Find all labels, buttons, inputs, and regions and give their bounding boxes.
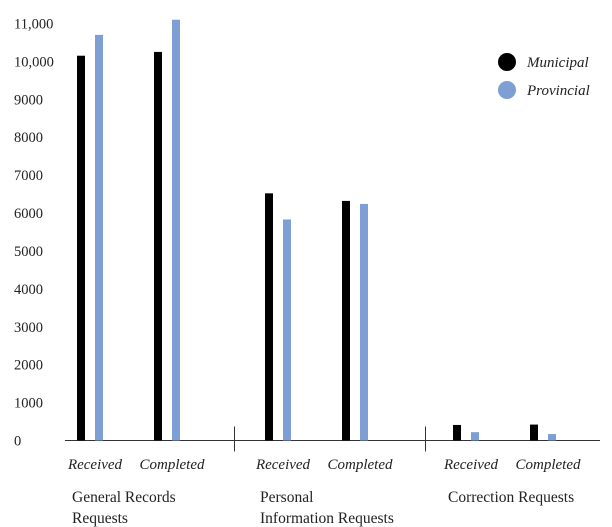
x-category-label: Completed: [516, 457, 581, 473]
legend-swatch-municipal: [498, 53, 516, 71]
bar-provincial-1: [95, 34, 103, 441]
legend-label-municipal: Municipal: [526, 55, 589, 71]
x-group-label: Personal: [260, 489, 313, 506]
y-tick-label: 2000: [14, 358, 43, 374]
x-category-label: Completed: [140, 457, 205, 473]
legend-label-provincial: Provincial: [526, 83, 590, 99]
chart-axes: [65, 426, 600, 452]
bar-municipal-3: [265, 193, 273, 441]
x-category-label: Received: [255, 457, 311, 473]
x-group-label: General Records: [72, 489, 176, 506]
bar-municipal-5: [453, 424, 461, 441]
y-tick-label: 1000: [14, 396, 43, 412]
y-tick-label: 4000: [14, 282, 43, 298]
chart-bars: [77, 19, 556, 441]
bar-municipal-1: [77, 55, 85, 441]
x-axis-labels: Received Completed General Records Requests…: [67, 457, 581, 527]
legend-swatch-provincial: [498, 81, 516, 99]
x-group-label: Correction Requests: [448, 489, 574, 506]
x-group-label: Requests: [72, 510, 128, 527]
y-tick-label: 11,000: [14, 17, 53, 33]
y-tick-label: 5000: [14, 244, 43, 260]
bar-provincial-2: [172, 19, 180, 441]
bar-provincial-5: [471, 432, 479, 441]
bar-municipal-6: [530, 424, 538, 441]
y-tick-label: 9000: [14, 92, 43, 108]
y-tick-label: 10,000: [14, 54, 54, 70]
bar-municipal-4: [342, 200, 350, 441]
bar-municipal-2: [154, 51, 162, 441]
y-axis-tick-labels: 0 1000 2000 3000 4000 5000 6000 7000 8000 9000 10,…: [14, 17, 54, 450]
y-tick-label: 0: [14, 434, 21, 450]
x-category-label: Completed: [328, 457, 393, 473]
y-tick-label: 8000: [14, 130, 43, 146]
x-category-label: Received: [443, 457, 499, 473]
y-tick-label: 6000: [14, 206, 43, 222]
chart-legend: Municipal Provincial: [498, 53, 590, 99]
bar-provincial-4: [360, 203, 368, 441]
x-group-label: Information Requests: [260, 510, 394, 527]
bar-provincial-6: [548, 434, 556, 441]
y-tick-label: 7000: [14, 168, 43, 184]
y-tick-label: 3000: [14, 320, 43, 336]
x-category-label: Received: [67, 457, 123, 473]
bar-provincial-3: [283, 219, 291, 441]
